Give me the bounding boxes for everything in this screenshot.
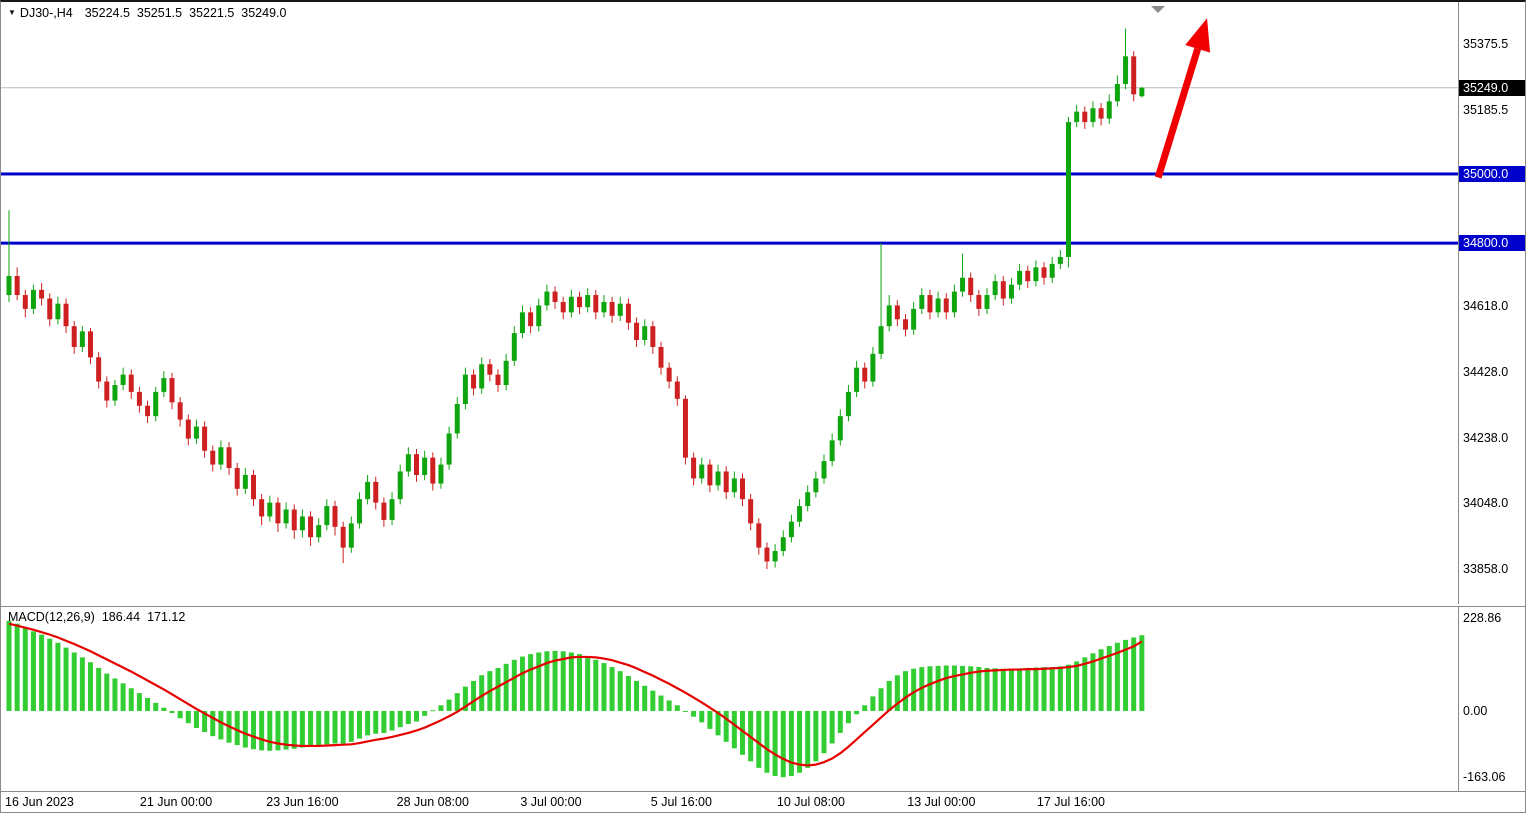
- macd-title: MACD(12,26,9) 186.44 171.12: [8, 610, 185, 624]
- level-price-badge: 34800.0: [1459, 235, 1525, 252]
- horizontal-level-line[interactable]: [1, 241, 1458, 245]
- macd-value: 186.44: [101, 610, 141, 624]
- macd-axis-label: 0.00: [1463, 703, 1488, 718]
- pane-divider[interactable]: [1, 604, 1525, 607]
- candles: [6, 28, 1145, 570]
- ohlc-high: 35251.5: [136, 6, 183, 20]
- price-axis-label: 34428.0: [1463, 364, 1509, 379]
- ohlc-low: 35221.5: [189, 6, 235, 20]
- macd-label: MACD(12,26,9): [8, 610, 95, 624]
- time-axis-label: 10 Jul 08:00: [776, 795, 846, 809]
- chart-expand-icon[interactable]: ▼: [8, 8, 16, 17]
- time-axis-label: 28 Jun 08:00: [396, 795, 469, 809]
- price-axis-label: 34238.0: [1463, 430, 1509, 445]
- time-axis-label: 13 Jul 00:00: [907, 795, 976, 809]
- ohlc-close: 35249.0: [241, 6, 287, 20]
- macd-pane[interactable]: [1, 607, 1458, 791]
- time-axis-label: 21 Jun 00:00: [139, 795, 213, 809]
- chart-title: ▼ DJ30-,H4 35224.5 35251.5 35221.5 35249.0: [8, 6, 286, 20]
- macd-signal-value: 171.12: [147, 610, 186, 624]
- macd-axis-label: 228.86: [1463, 611, 1502, 626]
- current-price-badge: 35249.0: [1459, 79, 1525, 96]
- macd-signal-line: [8, 622, 1143, 767]
- time-axis-label: 17 Jul 16:00: [1036, 795, 1105, 809]
- price-axis-label: 35375.5: [1463, 37, 1509, 52]
- horizontal-level-line[interactable]: [1, 172, 1458, 176]
- price-axis[interactable]: 35375.5 35185.5 34618.0 34428.0 34238.0 34048…: [1458, 2, 1525, 604]
- time-axis-label: 23 Jun 16:00: [266, 795, 339, 809]
- level-price-badge: 35000.0: [1459, 165, 1525, 182]
- chart-shift-marker-icon: [1151, 6, 1165, 13]
- price-axis-label: 35185.5: [1463, 102, 1509, 117]
- price-axis-label: 33858.0: [1463, 562, 1509, 577]
- time-axis-label: 16 Jun 2023: [5, 795, 74, 809]
- time-axis[interactable]: 16 Jun 2023 21 Jun 00:00 23 Jun 16:00 28 Ju…: [1, 791, 1525, 812]
- trend-arrow-shaft[interactable]: [1154, 47, 1201, 179]
- price-axis-label: 34618.0: [1463, 299, 1509, 314]
- price-pane[interactable]: [1, 2, 1458, 604]
- macd-histogram: [6, 620, 1145, 778]
- chart-symbol-period: DJ30-,H4: [19, 6, 73, 20]
- ohlc-open: 35224.5: [84, 6, 130, 20]
- macd-axis-label: -163.06: [1463, 770, 1506, 785]
- time-axis-label: 5 Jul 16:00: [650, 795, 712, 809]
- trend-arrow-head[interactable]: [1185, 18, 1211, 53]
- price-axis-label: 34048.0: [1463, 496, 1509, 511]
- time-axis-label: 3 Jul 00:00: [520, 795, 582, 809]
- macd-axis[interactable]: 228.86 0.00 -163.06: [1458, 607, 1525, 791]
